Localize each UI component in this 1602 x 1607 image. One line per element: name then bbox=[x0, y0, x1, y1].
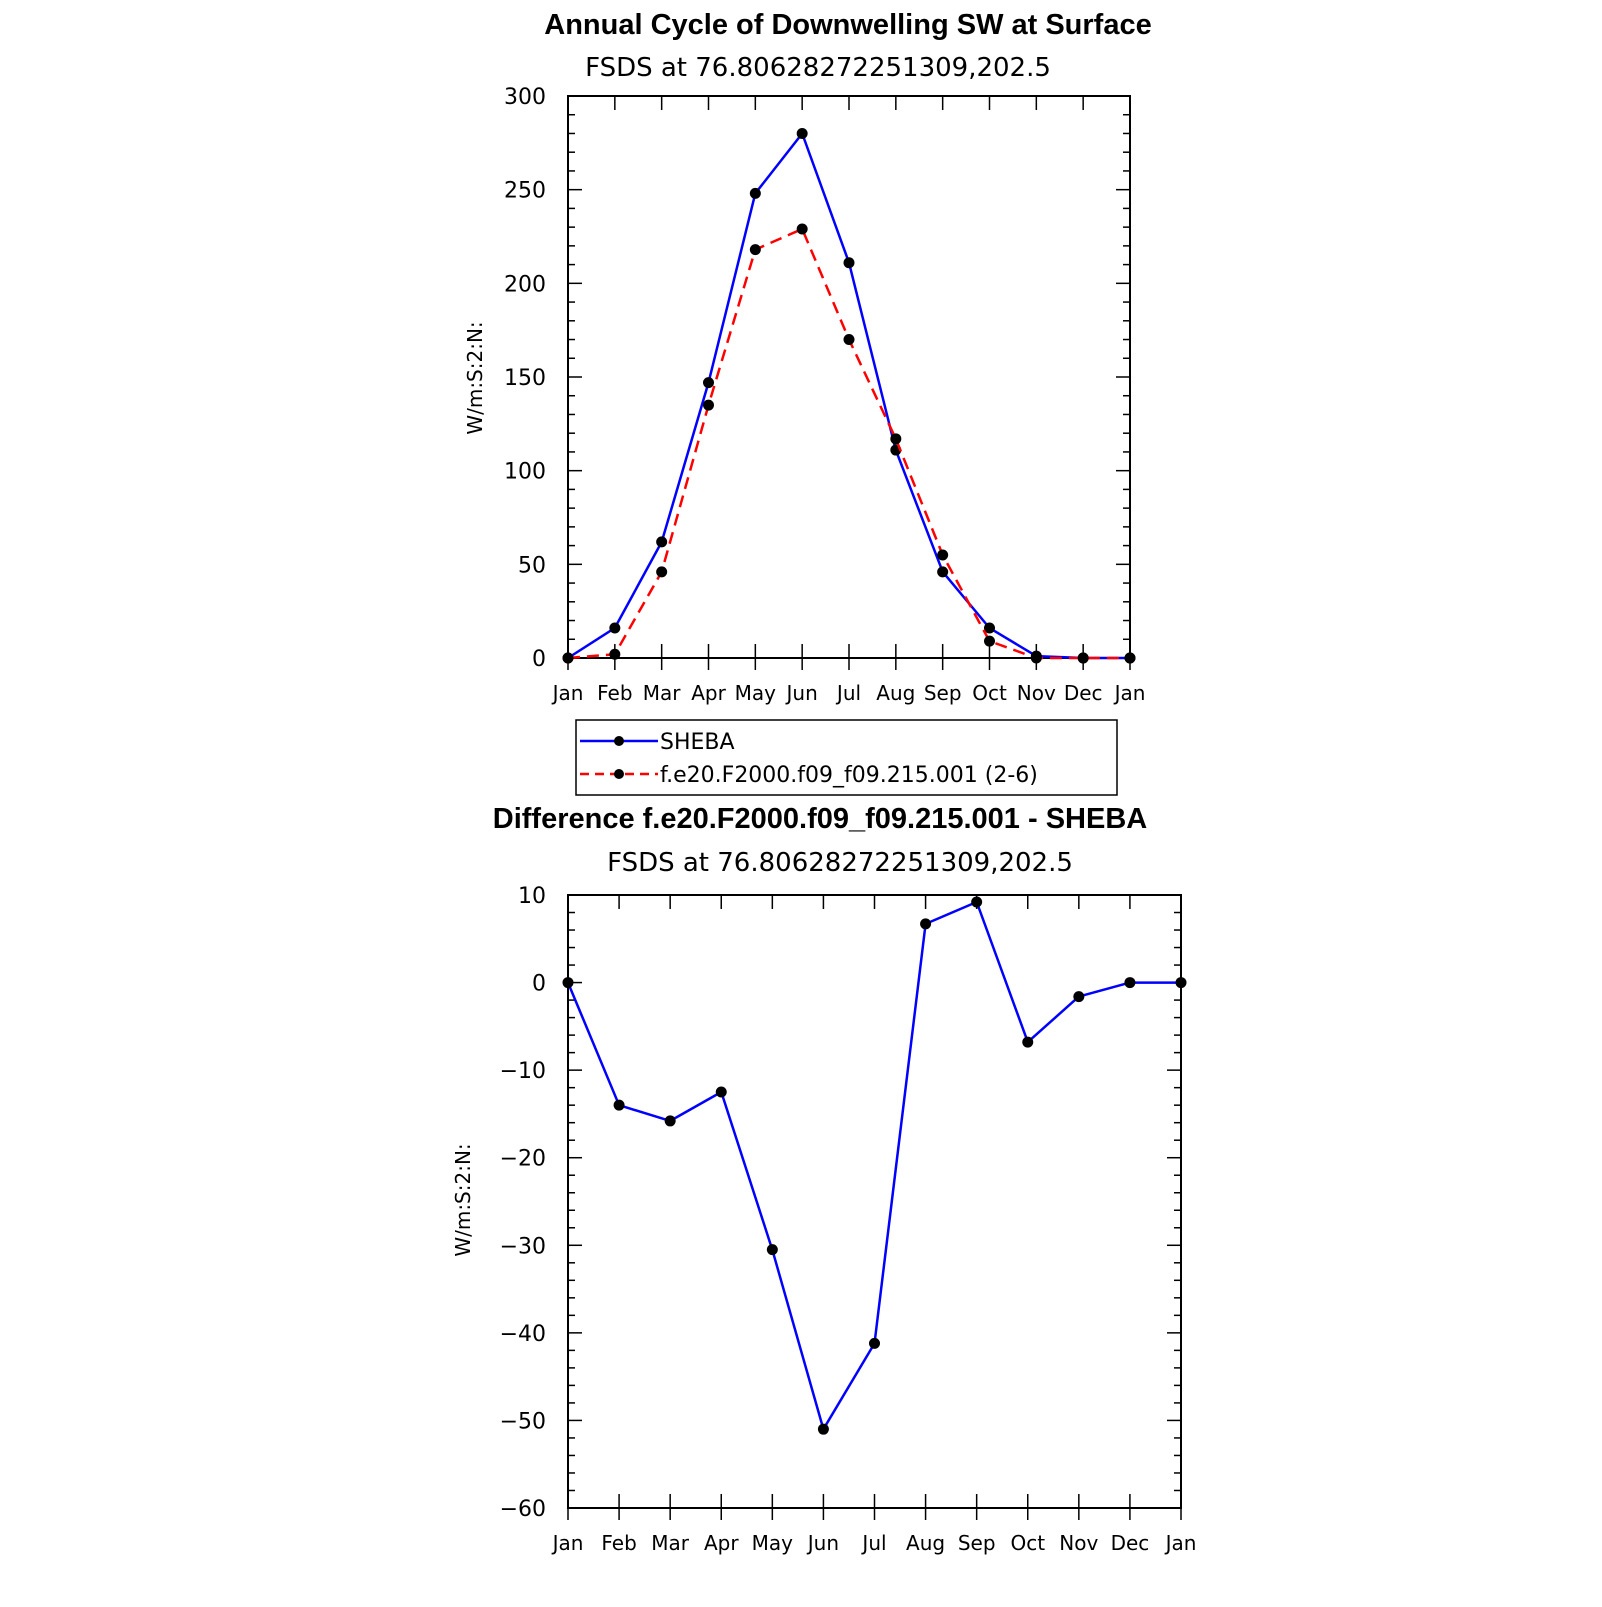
top-series-0-point bbox=[796, 127, 808, 139]
bottom-chart-title: Difference f.e20.F2000.f09_f09.215.001 -… bbox=[493, 803, 1148, 835]
bottom-series-0-point bbox=[664, 1115, 676, 1127]
top-series-1-point bbox=[1030, 652, 1042, 664]
top-xtick-label: Dec bbox=[1064, 681, 1103, 705]
bottom-xtick-label: Jun bbox=[806, 1531, 839, 1555]
bottom-ytick-label: −50 bbox=[500, 1409, 546, 1434]
top-series-1-point bbox=[890, 433, 902, 445]
top-xtick-label: Jun bbox=[785, 681, 818, 705]
bottom-ytick-label: −10 bbox=[500, 1059, 546, 1084]
top-chart-title: Annual Cycle of Downwelling SW at Surfac… bbox=[544, 9, 1151, 41]
bottom-xtick-label: Feb bbox=[601, 1531, 636, 1555]
top-xtick-label: Jan bbox=[551, 681, 584, 705]
top-series-0-point bbox=[843, 257, 855, 269]
bottom-xtick-label: Jan bbox=[551, 1531, 584, 1555]
top-series-1-point bbox=[937, 549, 949, 561]
bottom-series-0-point bbox=[613, 1099, 625, 1111]
bottom-ytick-label: −30 bbox=[500, 1234, 546, 1259]
bottom-series-0-point bbox=[766, 1244, 778, 1256]
bottom-series-0-point bbox=[1022, 1036, 1034, 1048]
bottom-ytick-label: −60 bbox=[500, 1497, 546, 1522]
bottom-xtick-label: Aug bbox=[906, 1531, 945, 1555]
top-ytick-label: 250 bbox=[504, 179, 546, 204]
top-ytick-label: 150 bbox=[504, 366, 546, 391]
legend: SHEBA f.e20.F2000.f09_f09.215.001 (2-6) bbox=[575, 719, 1118, 796]
top-series-0-point bbox=[984, 622, 995, 634]
bottom-series-0-point bbox=[1124, 977, 1136, 989]
legend-label-model: f.e20.F2000.f09_f09.215.001 (2-6) bbox=[660, 763, 1038, 788]
bottom-xtick-label: Nov bbox=[1059, 1531, 1098, 1555]
top-series-line-1 bbox=[567, 227, 1130, 660]
top-series-0-point bbox=[937, 566, 949, 578]
bottom-series-0-point bbox=[1175, 977, 1187, 989]
bottom-ytick-label: −20 bbox=[500, 1147, 546, 1172]
bottom-chart-subtitle: FSDS at 76.80628272251309,202.5 bbox=[607, 848, 1073, 878]
top-series-0-point bbox=[609, 622, 621, 634]
top-series-1-point bbox=[1124, 652, 1136, 664]
top-ytick-label: 300 bbox=[504, 85, 546, 110]
top-series-0-point bbox=[749, 187, 761, 199]
top-series-1-point bbox=[749, 244, 761, 256]
legend-label-sheba: SHEBA bbox=[660, 730, 735, 755]
top-series-0-point bbox=[656, 536, 668, 548]
top-series-1-point bbox=[843, 334, 855, 346]
bottom-xtick-label: Oct bbox=[1010, 1531, 1045, 1555]
bottom-ytick-label: 10 bbox=[518, 884, 546, 909]
bottom-series-0-point bbox=[715, 1086, 727, 1098]
bottom-series-0-point bbox=[971, 896, 983, 908]
top-xtick-label: Apr bbox=[691, 681, 726, 705]
top-ytick-label: 0 bbox=[532, 647, 546, 672]
bottom-series-0-point bbox=[1073, 991, 1085, 1003]
bottom-plot-frame bbox=[567, 894, 1182, 1509]
top-series-1-point bbox=[1077, 652, 1089, 664]
top-plot-frame bbox=[567, 95, 1131, 659]
legend-marker-sheba bbox=[614, 736, 624, 746]
bottom-plot-area: −60 −50 −40 −30 −20 −10 0 10 Jan Feb Mar Apr May Jun J… bbox=[500, 884, 1197, 1555]
top-series-1-point bbox=[796, 223, 808, 235]
top-xtick-label: Aug bbox=[876, 681, 915, 705]
bottom-series-0-point bbox=[869, 1337, 880, 1349]
bottom-series-0-point bbox=[817, 1423, 829, 1435]
top-ytick-label: 50 bbox=[518, 553, 546, 578]
top-plot-area: 0 50 100 150 200 250 300 Jan Feb Mar Apr May Jun Jul A… bbox=[504, 85, 1145, 705]
bottom-chart-ylabel: W/m:S:2:N: bbox=[451, 1143, 475, 1256]
bottom-xtick-label: Apr bbox=[704, 1531, 739, 1555]
bottom-xtick-label: Jan bbox=[1164, 1531, 1197, 1555]
top-series-1-point bbox=[984, 635, 995, 647]
top-series-1-point bbox=[703, 399, 714, 411]
top-series-1-point bbox=[562, 652, 574, 664]
bottom-ytick-label: 0 bbox=[532, 972, 546, 997]
bottom-xtick-label: Mar bbox=[651, 1531, 690, 1555]
top-xtick-label: Jul bbox=[835, 681, 861, 705]
top-xtick-label: Jan bbox=[1113, 681, 1146, 705]
top-series-1-point bbox=[609, 648, 621, 660]
top-xtick-label: May bbox=[735, 681, 777, 705]
bottom-xtick-label: Dec bbox=[1111, 1531, 1150, 1555]
top-ytick-label: 100 bbox=[504, 460, 546, 485]
top-series-1-point bbox=[656, 566, 668, 578]
top-chart-subtitle: FSDS at 76.80628272251309,202.5 bbox=[585, 53, 1051, 83]
bottom-xtick-label: May bbox=[752, 1531, 794, 1555]
top-xtick-label: Oct bbox=[972, 681, 1007, 705]
top-xtick-label: Feb bbox=[597, 681, 632, 705]
bottom-ytick-label: −40 bbox=[500, 1322, 546, 1347]
legend-marker-model bbox=[614, 769, 624, 779]
bottom-xtick-label: Sep bbox=[958, 1531, 996, 1555]
top-xtick-label: Sep bbox=[924, 681, 962, 705]
legend-box bbox=[575, 719, 1118, 796]
bottom-xtick-label: Jul bbox=[860, 1531, 886, 1555]
top-chart-ylabel: W/m:S:2:N: bbox=[463, 321, 487, 434]
bottom-series-line-0 bbox=[566, 900, 1181, 1431]
top-xtick-label: Mar bbox=[643, 681, 682, 705]
top-series-line-0 bbox=[567, 132, 1130, 660]
top-ytick-label: 200 bbox=[504, 272, 546, 297]
bottom-series-0-point bbox=[562, 977, 574, 989]
bottom-series-0-point bbox=[920, 918, 932, 930]
top-series-0-point bbox=[703, 377, 714, 389]
top-xtick-label: Nov bbox=[1017, 681, 1056, 705]
